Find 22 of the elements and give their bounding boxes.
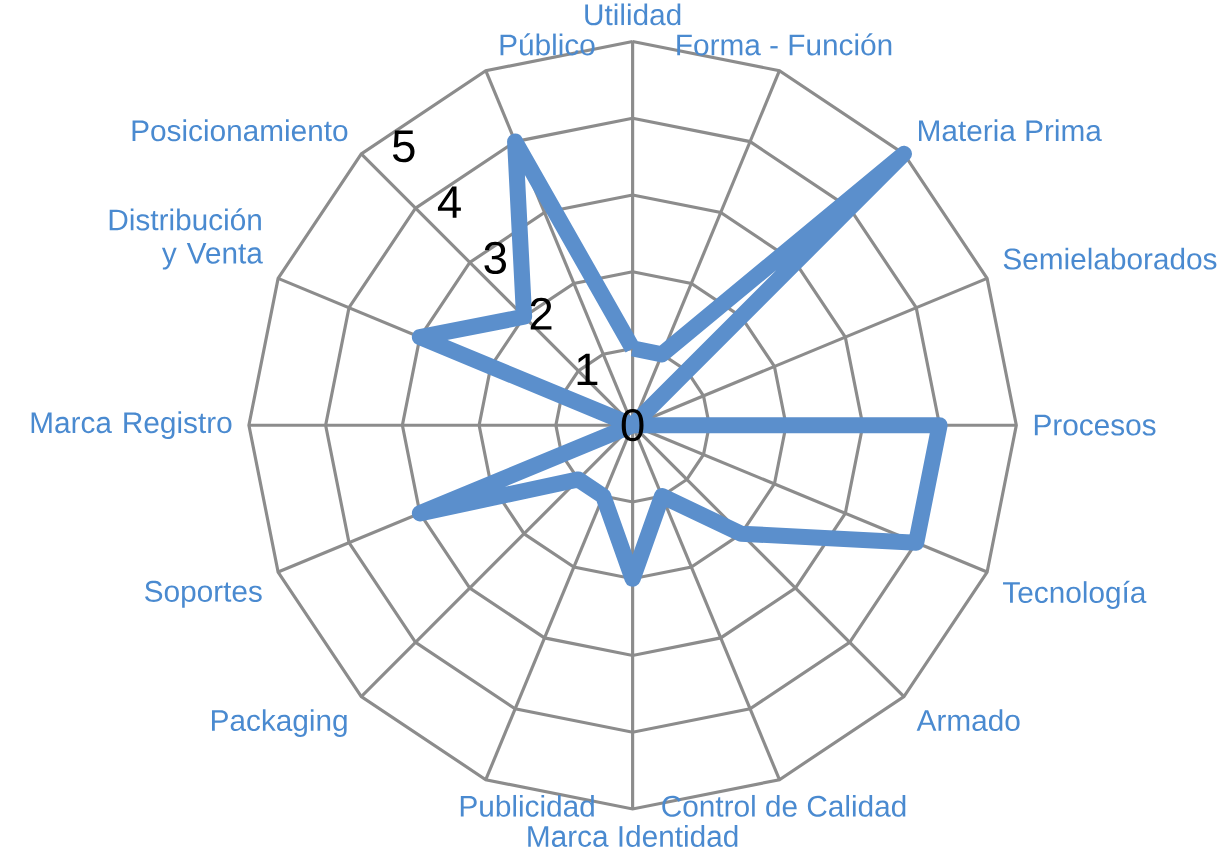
spoke-label: Utilidad: [585, 3, 681, 26]
spoke-label: Posicionamiento: [132, 119, 348, 141]
y-tick-label: 0: [621, 408, 644, 442]
y-tick-label: 5: [392, 130, 415, 163]
spoke-label: Marca Identidad: [528, 824, 738, 847]
spoke-label: Publicidad: [460, 794, 594, 817]
y-tick-label: 1: [577, 353, 598, 385]
y-tick-label: 2: [530, 297, 552, 330]
spoke-label: Materia Prima: [919, 119, 1102, 141]
spoke-label: Semielaborados: [1003, 247, 1217, 270]
spoke-label: Soportes: [145, 580, 262, 608]
spoke-label: Tecnología: [1003, 580, 1147, 609]
spoke-label: Forma - Función: [677, 33, 892, 56]
spoke-label: Packaging: [212, 708, 347, 737]
spoke-label: Distribución y Venta: [109, 208, 263, 270]
spoke-label: Armado: [916, 708, 1020, 731]
spoke-label: Público: [500, 33, 595, 56]
spoke-label: Control de Calidad: [662, 794, 906, 817]
y-tick-label: 4: [437, 186, 461, 218]
spoke-label: Procesos: [1034, 414, 1156, 436]
spoke-label: Marca Registro: [31, 411, 232, 439]
y-tick-label: 3: [484, 241, 506, 274]
